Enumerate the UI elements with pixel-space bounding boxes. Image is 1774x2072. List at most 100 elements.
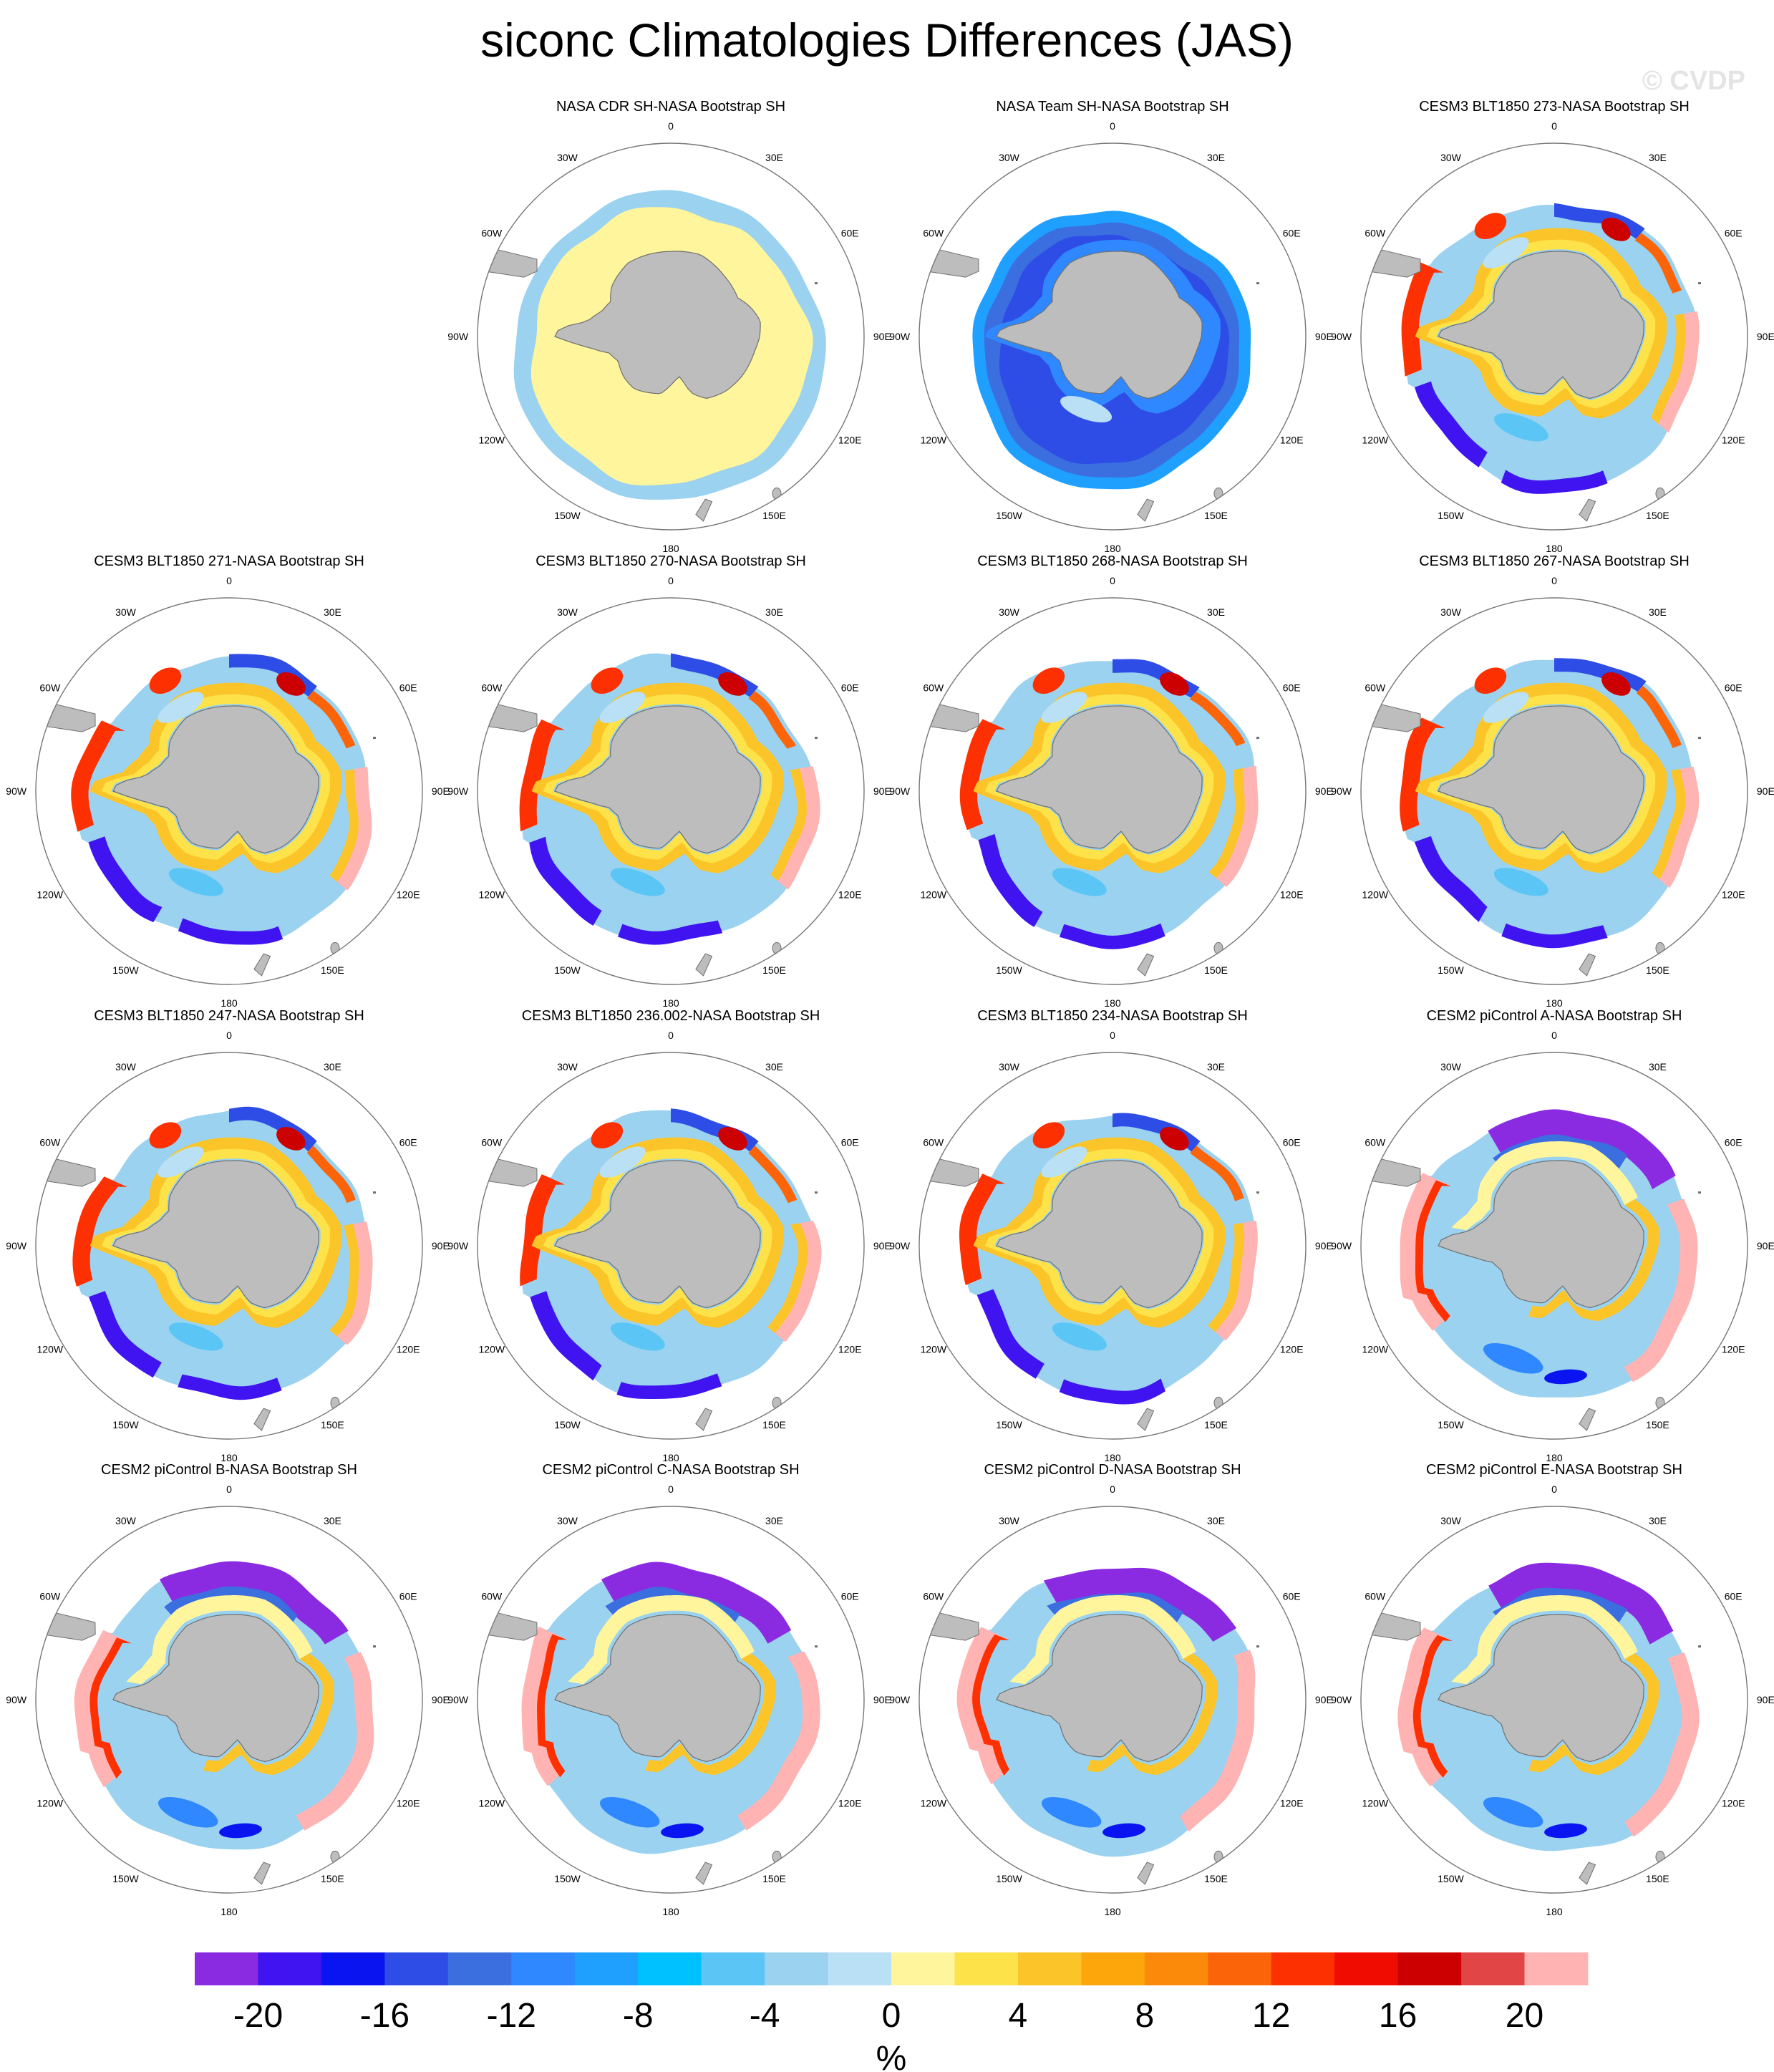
kerguelen-land bbox=[815, 1645, 818, 1648]
field-orange-coast bbox=[203, 1653, 334, 1776]
field-purple-band bbox=[1488, 1562, 1674, 1645]
field-red-patch bbox=[591, 1122, 624, 1149]
longitude-label: 30W bbox=[1440, 1061, 1462, 1073]
colorbar-tick-label: 8 bbox=[1135, 1997, 1154, 2035]
longitude-label: 30E bbox=[1207, 1515, 1225, 1526]
longitude-label: 120W bbox=[921, 889, 947, 901]
field-red-west bbox=[959, 719, 1006, 831]
longitude-label: 90E bbox=[1757, 1240, 1774, 1252]
field-pink-west bbox=[74, 1630, 130, 1788]
field-purple-s bbox=[178, 918, 283, 945]
longitude-label: 150E bbox=[1204, 1873, 1228, 1884]
field-red-north bbox=[1634, 233, 1682, 294]
panel-title: CESM3 BLT1850 247-NASA Bootstrap SH bbox=[94, 1008, 364, 1024]
longitude-label: 30W bbox=[999, 152, 1020, 163]
field-blue-ross bbox=[1483, 1343, 1543, 1374]
map-field bbox=[37, 1561, 376, 1885]
field-pink-east bbox=[1657, 311, 1700, 433]
longitude-label: 60W bbox=[1365, 1137, 1386, 1148]
colorbar-tick-label: 20 bbox=[1506, 1997, 1543, 2035]
longitude-label: 120E bbox=[397, 889, 420, 901]
colorbar-swatch bbox=[1271, 1952, 1335, 1985]
longitude-label: 150E bbox=[1646, 964, 1669, 976]
longitude-label: 30W bbox=[557, 1515, 578, 1526]
longitude-label: 30E bbox=[1649, 1515, 1667, 1526]
field-yellow-coast bbox=[1009, 1595, 1196, 1685]
longitude-label: 30E bbox=[1207, 152, 1225, 163]
field-purple-band bbox=[601, 1562, 792, 1644]
longitude-label: 90E bbox=[1315, 1694, 1333, 1705]
longitude-label: 150W bbox=[112, 1419, 139, 1430]
field-red-patch bbox=[1032, 667, 1065, 694]
longitude-label: 120W bbox=[479, 1344, 505, 1355]
new-zealand-land bbox=[1579, 1408, 1596, 1431]
field-light-weddell bbox=[1483, 237, 1529, 268]
field-orange-east bbox=[329, 1224, 359, 1337]
longitude-label: 90W bbox=[447, 1694, 469, 1705]
field-purple-sw bbox=[1415, 381, 1488, 468]
new-zealand-land bbox=[253, 953, 271, 977]
new-zealand-land bbox=[1579, 1862, 1596, 1885]
longitude-label: 30W bbox=[557, 1061, 578, 1073]
colorbar-swatch bbox=[1524, 1952, 1589, 1985]
field-red-patch bbox=[1474, 667, 1507, 694]
longitude-label: 60E bbox=[399, 682, 417, 694]
map-field bbox=[920, 659, 1259, 977]
kerguelen-land bbox=[373, 1645, 376, 1648]
longitude-label: 30W bbox=[557, 606, 578, 618]
map-boundary bbox=[1360, 1506, 1748, 1894]
longitude-label: 180 bbox=[1546, 543, 1563, 554]
longitude-label: 150W bbox=[554, 964, 581, 976]
longitude-label: 120W bbox=[1362, 435, 1389, 446]
longitude-label: 120E bbox=[1722, 434, 1745, 445]
field-orange-coast bbox=[973, 682, 1226, 873]
map-boundary bbox=[918, 1052, 1307, 1440]
longitude-label: 0 bbox=[668, 575, 674, 586]
map-panel: 0 30E 60E 90E 120E 150E 180 150W 120W 90W 60W 30W CE… bbox=[6, 1462, 450, 1917]
field-red-west bbox=[1400, 717, 1445, 832]
map-panel: 0 30E 60E 90E 120E 150E 180 150W 120W 90W 60W 30W CE… bbox=[447, 553, 891, 1009]
longitude-label: 90E bbox=[1315, 1240, 1333, 1252]
field-red-west bbox=[1415, 1180, 1451, 1322]
longitude-label: 30E bbox=[1207, 606, 1225, 618]
map-field bbox=[37, 654, 376, 977]
map-panel: 0 30E 60E 90E 120E 150E 180 150W 120W 90W 60W 30W CE… bbox=[1331, 553, 1774, 1009]
longitude-label: 180 bbox=[1546, 1452, 1563, 1463]
panel-title: CESM2 piControl A-NASA Bootstrap SH bbox=[1427, 1008, 1682, 1024]
field-pink-west bbox=[1397, 1627, 1451, 1787]
field-purple-s bbox=[1501, 470, 1608, 494]
map-boundary bbox=[35, 597, 423, 985]
colorbar-tick-label: -8 bbox=[623, 1997, 654, 2035]
longitude-label: 30E bbox=[765, 1061, 783, 1073]
longitude-label: 180 bbox=[1104, 997, 1121, 1009]
colorbar-swatch bbox=[258, 1952, 322, 1985]
longitude-label: 60W bbox=[923, 682, 944, 694]
panel-title: CESM2 piControl C-NASA Bootstrap SH bbox=[542, 1462, 799, 1478]
field-purple-s bbox=[1059, 1378, 1165, 1405]
field-pink-west bbox=[1400, 1173, 1450, 1331]
panel-title: CESM2 piControl D-NASA Bootstrap SH bbox=[984, 1462, 1241, 1478]
field-yellow-coast bbox=[126, 1595, 313, 1685]
longitude-label: 150E bbox=[1204, 1419, 1228, 1430]
longitude-label: 150W bbox=[1438, 510, 1464, 521]
field-pink-east bbox=[1624, 1199, 1698, 1383]
panel-title: CESM3 BLT1850 236.002-NASA Bootstrap SH bbox=[522, 1008, 820, 1024]
colorbar-swatch bbox=[1397, 1952, 1462, 1985]
field-pink-east bbox=[776, 766, 820, 890]
longitude-label: 90E bbox=[1315, 785, 1333, 797]
longitude-label: 120W bbox=[479, 435, 505, 446]
field-orange-coast bbox=[531, 682, 784, 873]
longitude-label: 90E bbox=[1757, 1694, 1774, 1705]
longitude-label: 150E bbox=[1646, 510, 1669, 521]
longitude-label: 60E bbox=[841, 1591, 859, 1602]
colorbar-swatch bbox=[891, 1952, 955, 1985]
field-light-weddell bbox=[1483, 692, 1529, 723]
field-purple-sw bbox=[88, 836, 163, 923]
longitude-label: 60W bbox=[39, 682, 61, 694]
field-red-north bbox=[1190, 1146, 1244, 1201]
panel-title: CESM2 piControl B-NASA Bootstrap SH bbox=[101, 1462, 357, 1478]
field-light-weddell bbox=[1041, 692, 1087, 723]
longitude-label: 30W bbox=[999, 1515, 1020, 1526]
longitude-label: 0 bbox=[226, 575, 232, 586]
map-boundary bbox=[918, 597, 1307, 985]
